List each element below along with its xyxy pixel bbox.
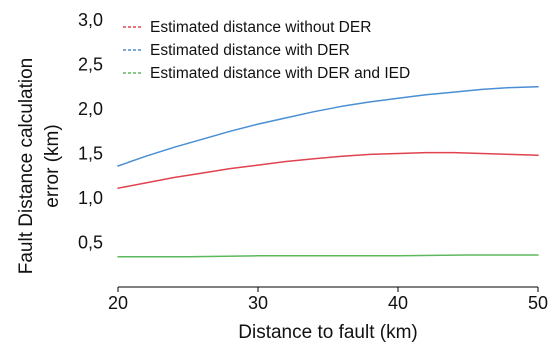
x-axis: 20 30 40 50 — [108, 287, 548, 313]
y-tick-label: 2,0 — [78, 99, 103, 119]
y-axis: 0,5 1,0 1,5 2,0 2,5 3,0 — [78, 10, 103, 253]
series-line-3 — [117, 254, 539, 258]
legend-label: Estimated distance without DER — [150, 19, 371, 36]
y-axis-title-line-2: error (km) — [42, 124, 63, 207]
series-line-2 — [117, 86, 539, 167]
y-tick-label: 0,5 — [78, 233, 103, 253]
y-tick-label: 1,5 — [78, 144, 103, 164]
plot-area — [117, 86, 539, 258]
y-tick-label: 2,5 — [78, 55, 103, 75]
x-axis-title: Distance to fault (km) — [238, 322, 418, 343]
y-tick-label: 1,0 — [78, 188, 103, 208]
x-tick-label: 50 — [528, 293, 548, 313]
y-axis-title-line-1: Fault Distance calculation — [16, 58, 37, 275]
x-tick-label: 40 — [388, 293, 408, 313]
y-axis-title: Fault Distance calculation error (km) — [16, 58, 63, 275]
y-tick-label: 3,0 — [78, 10, 103, 30]
legend-label: Estimated distance with DER and IED — [150, 65, 410, 82]
x-tick-label: 30 — [248, 293, 268, 313]
legend: Estimated distance without DER Estimated … — [123, 19, 410, 82]
series-line-1 — [117, 151, 539, 189]
x-tick-label: 20 — [108, 293, 128, 313]
legend-label: Estimated distance with DER — [150, 42, 350, 59]
